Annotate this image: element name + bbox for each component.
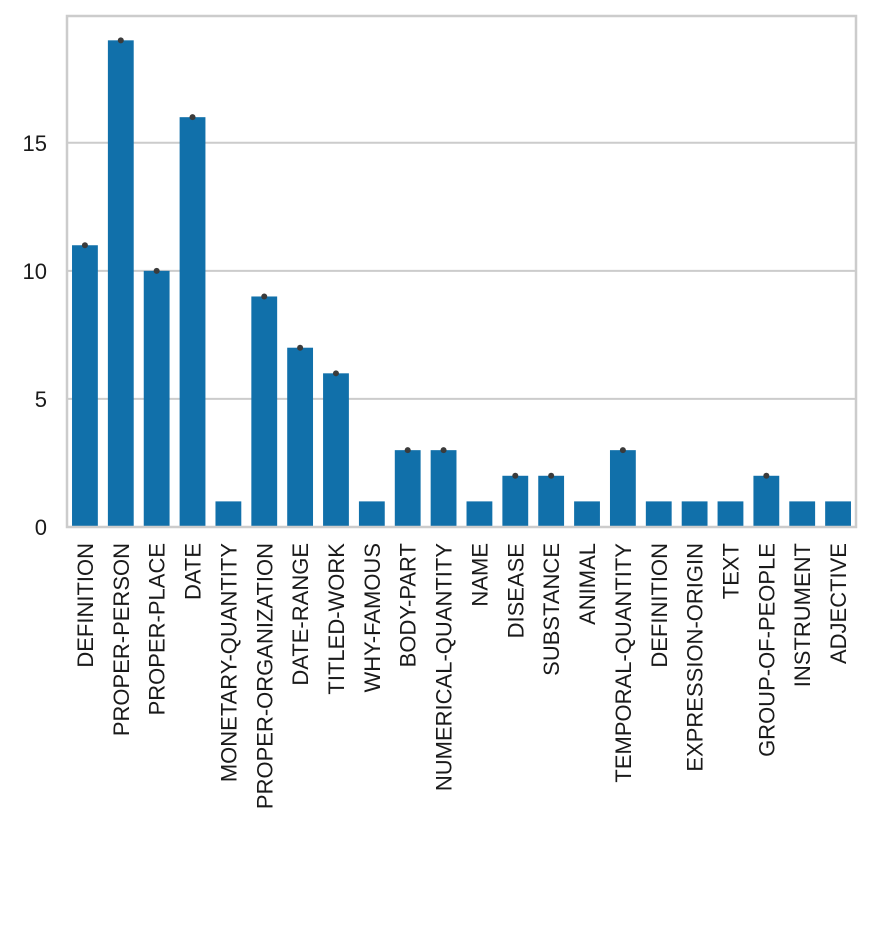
x-tick-label: WHY-FAMOUS (360, 543, 385, 693)
x-tick-label: ANIMAL (575, 543, 600, 625)
bar-8 (358, 501, 385, 527)
x-tick-label: NAME (467, 543, 492, 607)
x-tick-label: NUMERICAL-QUANTITY (432, 543, 457, 791)
bar-13 (538, 475, 565, 527)
x-tick-label: TEXT (718, 543, 743, 599)
bar-0 (72, 245, 98, 528)
plot-frame (65, 14, 858, 529)
x-tick-label: DEFINITION (73, 543, 98, 668)
bar-7 (323, 373, 349, 527)
error-dot-13 (548, 472, 555, 479)
x-tick-label: TEMPORAL-QUANTITY (611, 543, 636, 783)
bar-12 (502, 475, 529, 527)
y-tick-label: 5 (35, 387, 47, 412)
error-dot-0 (81, 242, 88, 249)
x-tick-label: BODY-PART (396, 543, 421, 667)
x-tick-labels: DEFINITION PROPER-PERSON PROPER-PLACE DATE M… (73, 543, 851, 809)
bar-21 (825, 501, 851, 527)
error-dot-9 (404, 447, 411, 454)
x-tick-label: DEFINITION (647, 543, 672, 668)
y-tick-labels: 0 5 10 15 (23, 131, 47, 540)
error-dot-1 (117, 37, 124, 44)
error-dot-6 (297, 344, 304, 351)
bars (72, 40, 851, 528)
x-tick-label: DISEASE (503, 543, 528, 638)
bar-14 (574, 501, 600, 527)
bar-10 (430, 450, 457, 527)
bar-6 (287, 347, 314, 527)
error-dot-10 (440, 447, 447, 454)
y-tick-label: 15 (23, 131, 47, 156)
error-dot-3 (189, 114, 196, 121)
x-tick-label: ADJECTIVE (826, 543, 851, 664)
bar-19 (753, 475, 780, 527)
error-dot-7 (332, 370, 339, 377)
y-tick-label: 10 (23, 259, 47, 284)
x-tick-label: INSTRUMENT (790, 543, 815, 687)
error-dot-19 (763, 472, 770, 479)
error-dot-2 (153, 267, 160, 274)
bar-1 (107, 40, 134, 527)
bar-2 (143, 270, 170, 527)
x-tick-label: PROPER-PERSON (109, 543, 134, 736)
bar-18 (717, 501, 744, 527)
bar-5 (251, 296, 278, 527)
bar-17 (681, 501, 708, 527)
bar-20 (789, 501, 816, 527)
error-dot-12 (512, 472, 519, 479)
x-tick-label: GROUP-OF-PEOPLE (754, 543, 779, 757)
x-tick-label: TITLED-WORK (324, 543, 349, 695)
bar-3 (179, 117, 206, 527)
x-tick-label: PROPER-PLACE (145, 543, 170, 715)
bar-4 (215, 501, 242, 527)
y-tick-label: 0 (35, 515, 47, 540)
x-tick-label: PROPER-ORGANIZATION (252, 543, 277, 809)
x-tick-label: DATE (181, 543, 206, 600)
x-tick-label: SUBSTANCE (539, 543, 564, 676)
x-tick-label: MONETARY-QUANTITY (216, 543, 241, 783)
bar-16 (645, 501, 672, 527)
x-tick-label: EXPRESSION-ORIGIN (683, 543, 708, 772)
bar-11 (466, 501, 493, 527)
bar-9 (394, 450, 421, 527)
error-dot-5 (261, 293, 268, 300)
error-markers (81, 37, 770, 479)
bar-15 (609, 450, 636, 527)
x-tick-label: DATE-RANGE (288, 543, 313, 686)
error-dot-15 (619, 447, 626, 454)
